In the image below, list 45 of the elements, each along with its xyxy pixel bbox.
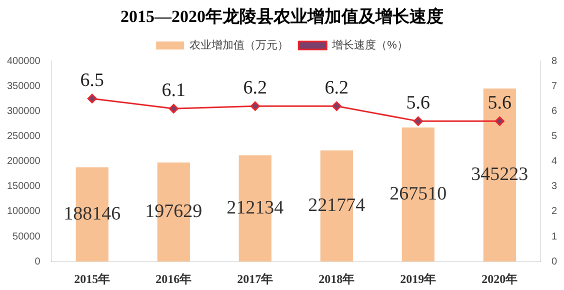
data-label: 6.2 [324,78,349,99]
y-tick-label: 50000 [12,231,41,242]
data-label: 5.6 [406,92,430,114]
point [413,116,423,126]
data-label: 6.2 [243,78,268,99]
point [168,104,178,114]
y2-tick-label: 7 [551,80,558,92]
y-tick-label: 400000 [6,56,41,67]
chart-title: 2015—2020年龙陵县农业增加值及增长速度 [120,6,444,28]
y2-tick-label: 4 [551,156,558,168]
y2-tick-label: 3 [551,181,558,192]
y-tick-label: 0 [34,256,41,268]
y-tick-label: 300000 [6,106,41,117]
y2-tick-label: 1 [551,231,558,242]
x-tick-label: 2018年 [318,272,355,286]
y2-tick-label: 8 [551,56,558,67]
y2-tick-label: 6 [551,106,558,117]
legend-label: 农业增加值（万元） [190,38,289,52]
point [332,101,342,111]
point [250,101,260,111]
x-tick-label: 2019年 [400,272,436,286]
y-tick-label: 150000 [6,181,41,192]
x-tick-label: 2016年 [156,272,192,286]
y-tick-label: 350000 [6,80,41,92]
data-label: 267510 [390,184,447,205]
x-tick-label: 2020年 [482,272,518,286]
x-tick-label: 2017年 [237,272,274,286]
x-tick-label: 2015年 [74,272,110,286]
y2-tick-label: 2 [551,206,558,218]
data-label: 5.6 [488,92,512,114]
data-label: 6.1 [162,80,186,102]
legend-label: 增长速度（%） [331,38,408,52]
data-label: 212134 [226,197,284,218]
y-tick-label: 200000 [6,156,41,168]
y-tick-label: 100000 [6,206,41,218]
y-tick-label: 250000 [6,130,41,142]
data-label: 221774 [308,194,366,216]
y2-tick-label: 5 [551,130,558,142]
y2-tick-label: 0 [551,256,558,268]
data-label: 197629 [145,201,202,222]
data-label: 345223 [471,164,528,186]
data-label: 6.5 [80,70,104,92]
point [87,94,97,104]
data-label: 188146 [64,203,121,224]
point [494,116,504,126]
